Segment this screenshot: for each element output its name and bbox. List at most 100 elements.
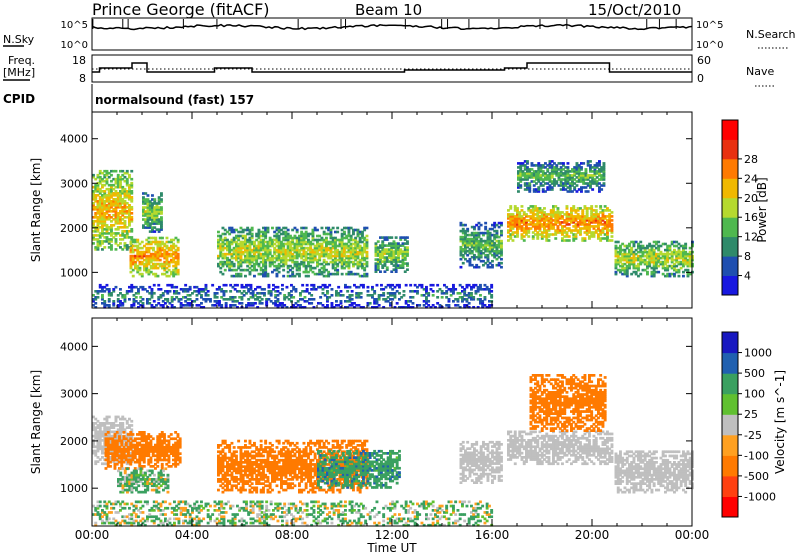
y-tick-label: 4000 [60,133,88,146]
echo-cell [373,290,376,293]
echo-cell [159,259,162,262]
echo-cell [143,465,146,468]
echo-cell [305,227,308,230]
echo-cell [342,294,345,297]
echo-cell [462,262,465,265]
echo-cell [189,286,192,289]
noise-left-label: N.Sky [3,33,35,46]
echo-cell [382,292,385,295]
power-y-axis-label: Slant Range [km] [29,158,43,262]
echo-cell [448,298,451,301]
echo-cell [376,284,379,287]
echo-cell [379,270,382,273]
echo-cell [639,273,642,276]
echo-cell [369,302,372,305]
echo-cell [281,284,284,287]
echo-cell [603,162,606,165]
echo-cell [224,269,227,272]
echo-cell [366,251,369,254]
echo-cell [157,275,160,278]
echo-cell [448,304,451,307]
echo-cell [236,284,239,287]
echo-cell [310,294,313,297]
echo-cell [142,302,145,305]
echo-cell [436,296,439,299]
echo-cell [160,192,163,195]
echo-cell [432,294,435,297]
echo-cell [153,198,156,201]
echo-cell [568,239,571,242]
echo-cell [153,284,156,287]
echo-cell [421,284,424,287]
echo-cell [160,198,163,201]
noise-tick-top-left: 10^5 [61,20,88,31]
echo-cell [154,237,157,240]
echo-cell [141,241,144,244]
echo-cell [479,284,482,287]
echo-cell [325,237,328,240]
echo-cell [484,222,487,225]
echo-cell [107,431,110,434]
echo-cell [464,224,467,227]
echo-cell [130,216,133,219]
echo-cell [233,263,236,266]
echo-cell [527,235,530,238]
echo-cell [452,284,455,287]
echo-cell [367,290,370,293]
echo-cell [298,273,301,276]
echo-cell [548,239,551,242]
echo-cell [295,288,298,291]
echo-cell [406,246,409,249]
echo-cell [490,294,493,297]
echo-cell [130,420,133,423]
echo-cell [134,467,137,470]
nave-tick-bottom: 0 [697,72,704,85]
echo-cell [490,284,493,287]
echo-cell [271,227,274,230]
echo-cell [254,302,257,305]
echo-cell [657,241,660,244]
echo-cell [557,207,560,210]
echo-cell [500,230,503,233]
echo-cell [403,290,406,293]
echo-cell [157,284,160,287]
station-title: Prince George (fitACF) [92,0,270,19]
echo-cell [611,215,614,218]
echo-cell [108,298,111,301]
echo-cell [207,290,210,293]
echo-cell [646,271,649,274]
echo-cell [166,298,169,301]
echo-cell [568,235,571,238]
echo-cell [103,300,106,303]
echo-cell [336,269,339,272]
echo-cell [351,290,354,293]
echo-cell [130,424,133,427]
echo-cell [491,264,494,267]
echo-cell [479,294,482,297]
echo-cell [152,247,155,250]
echo-cell [177,239,180,242]
echo-cell [282,269,285,272]
echo-cell [409,284,412,287]
echo-cell [432,284,435,287]
echo-cell [130,228,133,231]
echo-cell [103,246,106,249]
echo-cell [130,178,133,181]
echo-cell [418,304,421,307]
echo-cell [139,267,142,270]
echo-cell [398,284,401,287]
date-title: 15/Oct/2010 [588,1,681,19]
echo-cell [585,168,588,171]
echo-cell [218,300,221,303]
echo-cell [116,431,119,434]
echo-cell [360,296,363,299]
echo-cell [367,286,370,289]
echo-cell [405,284,408,287]
echo-cell [425,286,428,289]
echo-cell [108,304,111,307]
echo-cell [337,286,340,289]
echo-cell [436,284,439,287]
echo-cell [687,269,690,272]
echo-cell [684,243,687,246]
